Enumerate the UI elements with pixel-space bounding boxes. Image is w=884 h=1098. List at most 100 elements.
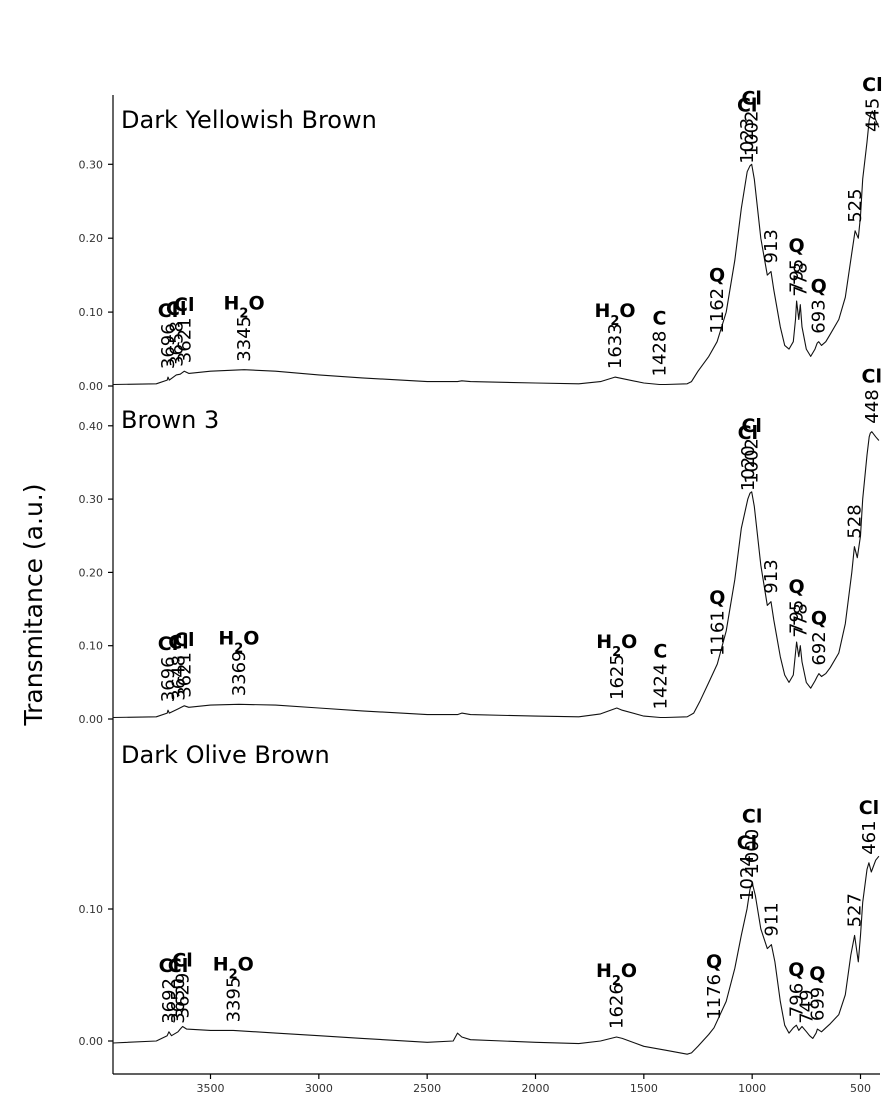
peak-wavenumber-label: 3696 <box>158 323 179 369</box>
peak-assignment-label: Cl <box>168 955 188 977</box>
y-tick-label: 0.20 <box>79 232 104 245</box>
peak-wavenumber-label: 3692 <box>159 978 180 1024</box>
peak-wavenumber-label: 3621 <box>174 317 195 363</box>
peak-assignment-label: Cl <box>172 949 192 971</box>
peak-assignment-label: Cl <box>737 832 757 854</box>
peak-assignment-label: Q <box>788 959 804 981</box>
spectrum-trace <box>112 855 880 1055</box>
peak-assignment-label: Cl <box>174 294 194 316</box>
peak-wavenumber-label: 913 <box>761 229 782 263</box>
y-tick-label: 0.30 <box>79 158 104 171</box>
peak-assignment-label: Cl <box>862 74 882 96</box>
peak-wavenumber-label: 1002 <box>742 438 763 484</box>
y-tick-label: 0.00 <box>79 1035 104 1048</box>
peak-assignment-label: Q <box>811 276 827 298</box>
peak-wavenumber-label: 1176 <box>704 974 725 1020</box>
peak-wavenumber-label: 3648 <box>168 655 189 701</box>
peak-assignment-label: Cl <box>158 300 178 322</box>
peak-assignment-label: Cl <box>159 955 179 977</box>
x-tick-label: 1000 <box>738 1082 766 1095</box>
peak-assignment-label: Cl <box>742 806 762 828</box>
peak-wavenumber-label: 699 <box>807 987 828 1021</box>
peak-assignment-label: H2O <box>594 300 635 329</box>
peak-assignment-label: Q <box>709 265 725 287</box>
peak-wavenumber-label: 1625 <box>607 654 628 700</box>
peak-assignment-label: Q <box>709 587 725 609</box>
peak-wavenumber-label: 1002 <box>742 110 763 156</box>
peak-assignment-label: Cl <box>166 298 186 320</box>
peak-wavenumber-label: 1626 <box>607 983 628 1029</box>
y-tick-label: 0.00 <box>79 380 104 393</box>
peak-wavenumber-label: 1000 <box>742 829 763 875</box>
peak-wavenumber-label: 3369 <box>229 650 250 696</box>
peak-assignment-label: Q <box>706 951 722 973</box>
peak-wavenumber-label: 1024 <box>737 855 758 901</box>
peak-wavenumber-label: 778 <box>790 603 811 637</box>
peak-assignment-label: Q <box>809 963 825 985</box>
peak-assignment-label: Cl <box>168 632 188 654</box>
y-tick-label: 0.10 <box>79 903 104 916</box>
peak-wavenumber-label: 1424 <box>650 664 671 710</box>
y-tick-label: 0.40 <box>79 420 104 433</box>
x-tick-label: 3000 <box>305 1082 333 1095</box>
peak-wavenumber-label: 525 <box>845 188 866 222</box>
peak-wavenumber-label: 796 <box>786 983 807 1017</box>
peak-assignment-label: C <box>652 308 666 330</box>
peak-assignment-label: Cl <box>737 95 757 117</box>
x-tick-label: 2500 <box>413 1082 441 1095</box>
peak-assignment-label: Cl <box>862 366 882 388</box>
peak-wavenumber-label: 461 <box>859 820 880 854</box>
peak-wavenumber-label: 448 <box>862 389 883 423</box>
peak-assignment-label: H2O <box>213 953 254 982</box>
peak-wavenumber-label: 3345 <box>234 316 255 362</box>
x-tick-label: 2000 <box>522 1082 550 1095</box>
peak-wavenumber-label: 445 <box>862 98 883 132</box>
peak-wavenumber-label: 527 <box>845 893 866 927</box>
peak-assignment-label: Cl <box>158 633 178 655</box>
peak-wavenumber-label: 1428 <box>649 331 670 377</box>
peak-wavenumber-label: 1020 <box>738 445 759 491</box>
peak-wavenumber-label: 3658 <box>166 321 187 367</box>
peak-assignment-label: Q <box>789 576 805 598</box>
x-tick-label: 500 <box>850 1082 871 1095</box>
peak-wavenumber-label: 795 <box>787 600 808 634</box>
y-tick-label: 0.10 <box>79 640 104 653</box>
peak-wavenumber-label: 693 <box>809 299 830 333</box>
panel-title: Dark Olive Brown <box>121 741 330 769</box>
peak-assignment-label: Cl <box>859 797 879 819</box>
peak-assignment-label: Q <box>789 235 805 257</box>
peak-wavenumber-label: 911 <box>761 902 782 936</box>
panel-title: Brown 3 <box>121 406 219 434</box>
peak-assignment-label: H2O <box>218 627 259 656</box>
peak-assignment-label: Cl <box>738 422 758 444</box>
peak-assignment-label: C <box>653 641 667 663</box>
peak-assignment-label: Cl <box>741 415 761 437</box>
peak-assignment-label: Cl <box>174 629 194 651</box>
peak-assignment-label: H2O <box>224 293 265 322</box>
peak-wavenumber-label: 795 <box>787 259 808 293</box>
peak-wavenumber-label: 913 <box>761 559 782 593</box>
peak-assignment-label: Cl <box>741 87 761 109</box>
peak-wavenumber-label: 692 <box>809 631 830 665</box>
peak-wavenumber-label: 3696 <box>158 656 179 702</box>
x-tick-label: 3500 <box>197 1082 225 1095</box>
peak-wavenumber-label: 3395 <box>223 977 244 1023</box>
panel-title: Dark Yellowish Brown <box>121 106 377 134</box>
peak-wavenumber-label: 1162 <box>707 288 728 334</box>
y-tick-label: 0.30 <box>79 493 104 506</box>
peak-wavenumber-label: 778 <box>790 262 811 296</box>
spectrum-trace <box>112 431 880 719</box>
peak-wavenumber-label: 3650 <box>168 978 189 1024</box>
y-axis-label: Transmitance (a.u.) <box>19 484 48 727</box>
peak-assignment-label: Q <box>811 608 827 630</box>
spectrum-trace <box>112 110 880 386</box>
peak-assignment-label: H2O <box>596 631 637 660</box>
peak-wavenumber-label: 528 <box>844 504 865 538</box>
peak-assignment-label: H2O <box>596 960 637 989</box>
x-tick-label: 1500 <box>630 1082 658 1095</box>
peak-wavenumber-label: 3629 <box>173 973 194 1019</box>
peak-wavenumber-label: 1023 <box>737 118 758 164</box>
peak-wavenumber-label: 749 <box>797 989 818 1023</box>
y-tick-label: 0.00 <box>79 713 104 726</box>
